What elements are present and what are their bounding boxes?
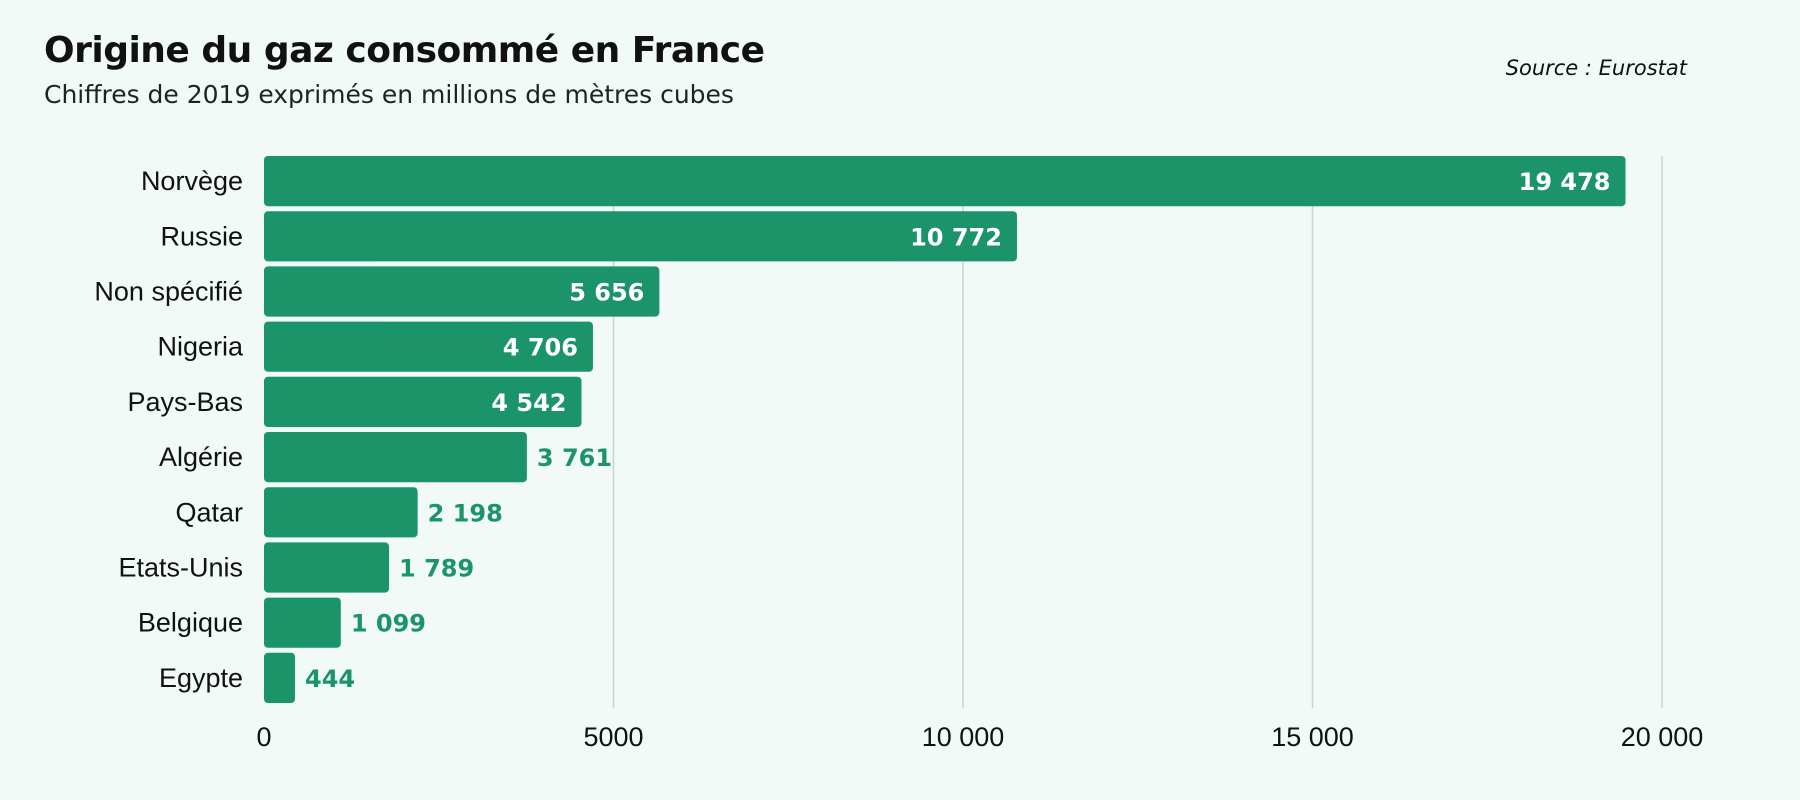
labels: 0 5000 10 000 15 000 20 000 Norvège 19 478 Russ…: [94, 166, 1703, 752]
x-tick-label: 10 000: [922, 722, 1005, 752]
x-tick-label: 0: [256, 722, 271, 752]
bar: [264, 542, 390, 593]
value-label: 2 198: [428, 499, 503, 527]
chart-subtitle: Chiffres de 2019 exprimés en millions de…: [44, 80, 734, 109]
bar: [264, 321, 593, 372]
category-label: Belgique: [138, 608, 243, 638]
x-tick-label: 5000: [583, 722, 643, 752]
value-label: 444: [305, 665, 355, 693]
source-note: Source : Eurostat: [1505, 56, 1687, 80]
category-label: Russie: [160, 221, 243, 251]
x-tick-label: 20 000: [1621, 722, 1704, 752]
value-label: 3 761: [537, 444, 612, 472]
value-label: 5 656: [569, 279, 644, 307]
bar: [264, 432, 527, 483]
category-label: Pays-Bas: [127, 387, 243, 417]
category-label: Egypte: [159, 663, 243, 693]
category-label: Norvège: [141, 166, 243, 196]
value-label: 4 542: [491, 389, 566, 417]
value-label: 4 706: [503, 334, 578, 362]
value-label: 1 099: [351, 610, 426, 638]
category-label: Qatar: [175, 497, 243, 527]
bar: [264, 597, 341, 648]
category-label: Nigeria: [157, 332, 244, 362]
value-label: 10 772: [910, 223, 1002, 251]
category-label: Algérie: [159, 442, 243, 472]
bar: [264, 156, 1626, 207]
value-label: 19 478: [1519, 168, 1611, 196]
bar: [264, 266, 660, 317]
bar: [264, 376, 582, 427]
bars: [264, 156, 1626, 703]
bar: [264, 211, 1017, 262]
x-tick-label: 15 000: [1271, 722, 1354, 752]
bar: [264, 487, 418, 538]
bar: [264, 652, 296, 703]
category-label: Non spécifié: [94, 277, 243, 307]
chart-title: Origine du gaz consommé en France: [44, 30, 765, 71]
value-label: 1 789: [399, 555, 474, 583]
category-label: Etats-Unis: [118, 553, 243, 583]
